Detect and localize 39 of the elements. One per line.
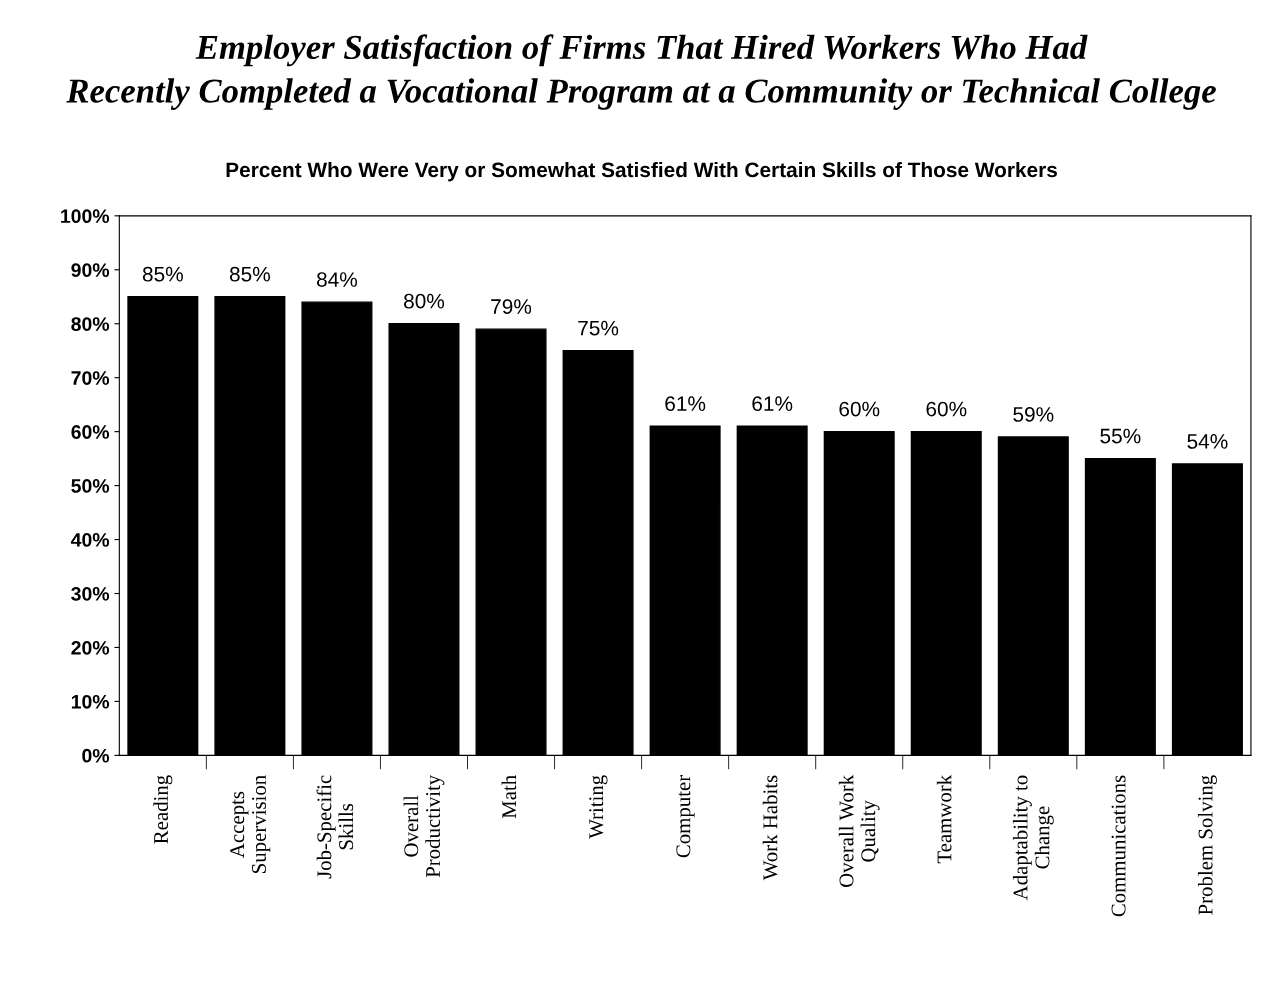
x-tick-label: Adaptability to Change [1012, 775, 1054, 901]
x-tick-label: Writing [589, 775, 608, 839]
data-label: 84% [316, 272, 358, 287]
y-tick-label: 40% [70, 533, 110, 547]
x-tick-label: Job-Specific Skills [316, 775, 354, 879]
x-tick-label: Work Habits [762, 775, 778, 881]
y-tick-label: 50% [71, 479, 110, 493]
y-tick-label: 100% [61, 209, 110, 224]
x-tick-label: Reading [153, 775, 173, 844]
data-label: 59% [1013, 407, 1054, 422]
chart-subtitle: Percent Who Were Very or Somewhat Satisfied With Certain Skills of Those Workers [226, 161, 1057, 182]
x-tick-label: Problem Solving [1197, 775, 1217, 915]
data-label: 79% [491, 299, 532, 314]
y-tick-label: 80% [71, 317, 110, 331]
data-label: 61% [752, 396, 793, 412]
data-label: 54% [1187, 434, 1228, 449]
data-label: 85% [229, 266, 270, 282]
y-tick-label: 0% [82, 748, 110, 763]
data-label: 60% [926, 401, 967, 417]
data-label: 85% [142, 266, 183, 282]
data-label: 60% [839, 401, 880, 417]
x-tick-label: Overall Productivity [403, 774, 445, 878]
x-tick-label: Teamwork [936, 774, 952, 864]
x-tick-label: Computer [676, 775, 695, 858]
y-tick-label: 30% [71, 586, 110, 601]
data-label: 75% [578, 320, 619, 336]
x-tick-label: Accepts Supervision [230, 775, 271, 873]
y-tick-label: 90% [71, 263, 110, 278]
y-tick-label: 60% [71, 425, 110, 439]
y-tick-label: 70% [71, 371, 110, 385]
data-label: 80% [404, 293, 445, 309]
x-tick-label: Communications [1111, 775, 1126, 917]
data-label: 55% [1100, 428, 1141, 444]
data-label: 61% [665, 396, 706, 412]
x-tick-label: Overall Work Quality [838, 774, 880, 888]
y-tick-label: 20% [71, 640, 110, 655]
x-tick-label: Math [501, 775, 517, 819]
chart-title: Employer Satisfaction of Firms That Hired Workers Who Had Recently Completed a Vocational Program at a Community or Technical College [66, 34, 1216, 110]
y-tick-label: 10% [71, 694, 110, 709]
